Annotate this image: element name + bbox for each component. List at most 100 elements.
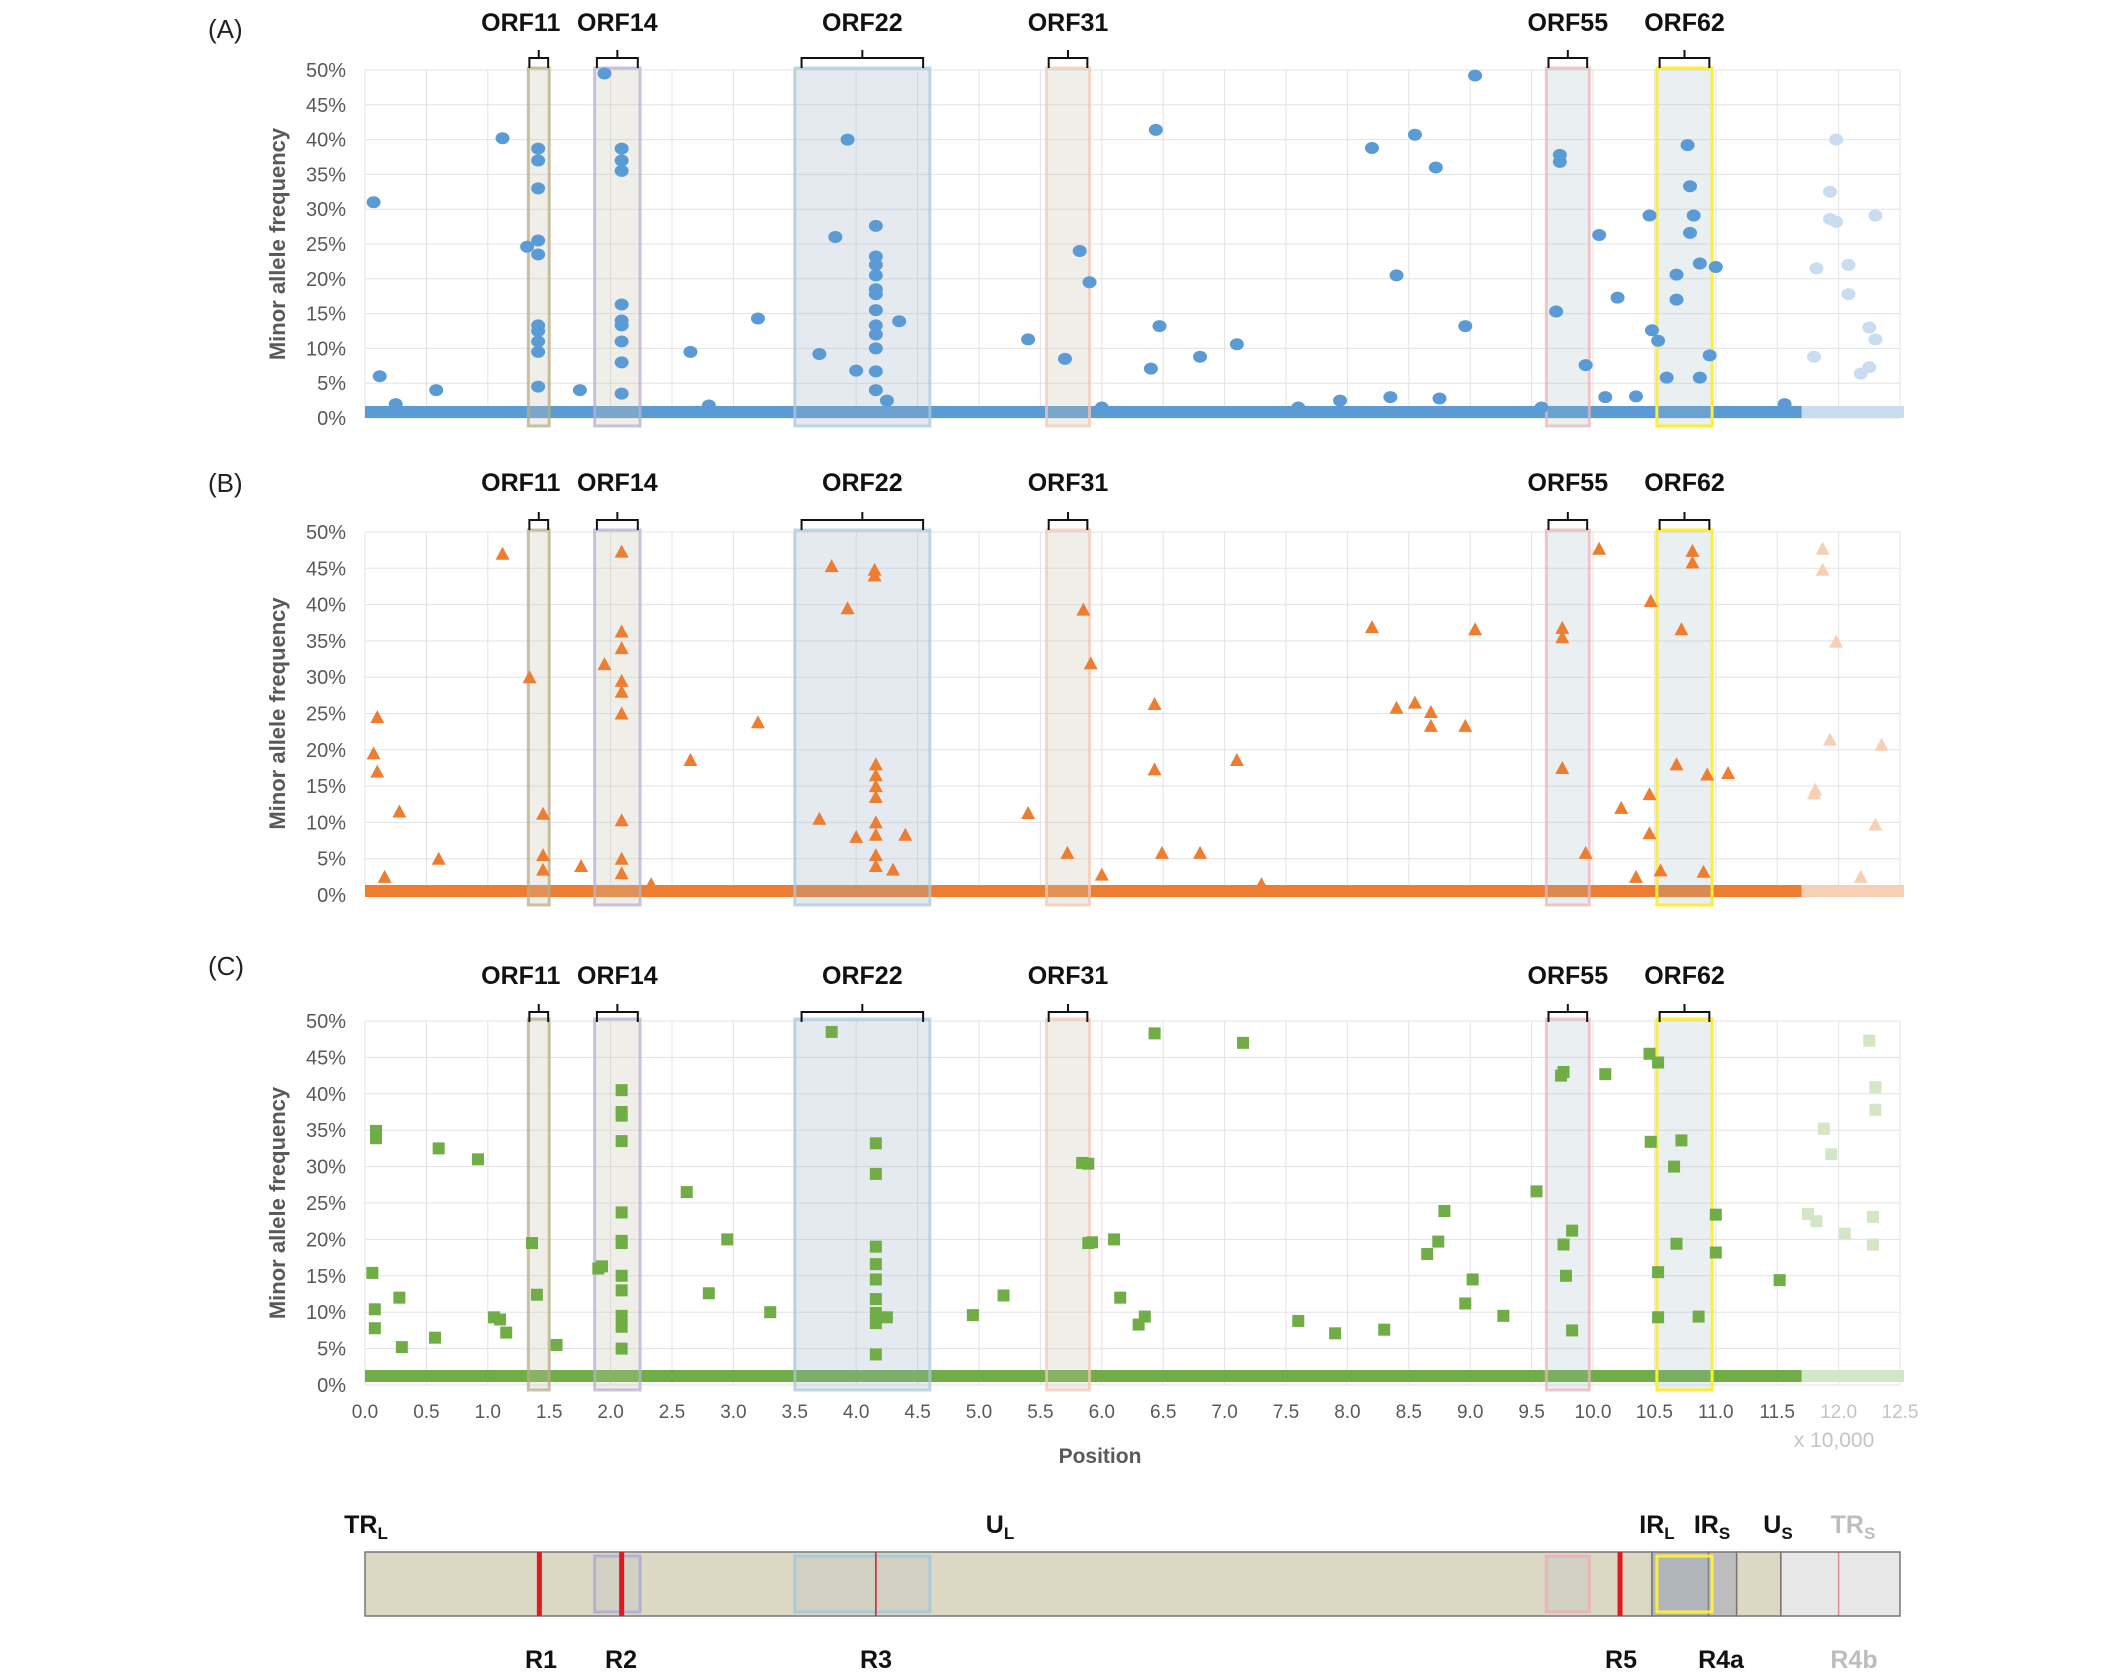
data-point: [1692, 1310, 1705, 1323]
data-point: [1458, 320, 1473, 333]
y-tick-label: 15%: [306, 776, 346, 798]
data-point: [1863, 1034, 1876, 1047]
orf-label: ORF62: [1644, 962, 1725, 990]
data-point: [1815, 562, 1830, 576]
data-point: [1696, 864, 1711, 878]
data-point: [868, 258, 883, 271]
genome-map: TRL UL IRL IRS US TRS R1 R2 R3 R5 R4a R4b: [344, 1511, 1901, 1674]
x-tick-label: 1.5: [536, 1402, 562, 1423]
y-tick-label: 20%: [306, 1229, 346, 1251]
x-tick-label: 7.0: [1211, 1402, 1237, 1423]
data-point: [366, 196, 381, 209]
low-frequency-baseline: [365, 1370, 1802, 1382]
data-point: [1432, 1235, 1445, 1248]
data-point: [615, 1084, 628, 1097]
x-tick-label: 10.5: [1636, 1402, 1673, 1423]
y-axis-title: Minor allele frequency: [265, 1086, 290, 1319]
orf-label: ORF55: [1528, 9, 1609, 37]
orf-bracket: [1047, 1004, 1089, 1022]
region-label-bottom: R1: [525, 1646, 557, 1674]
data-point: [1823, 185, 1838, 198]
data-point: [531, 142, 546, 155]
data-point: [1423, 705, 1438, 719]
data-point: [1702, 349, 1717, 362]
data-point: [370, 1132, 383, 1145]
data-point: [1823, 732, 1838, 746]
data-point: [840, 601, 855, 615]
data-point: [1680, 139, 1695, 152]
data-point: [1459, 1297, 1472, 1310]
data-point: [615, 1269, 628, 1282]
panel-label-b: (B): [208, 468, 243, 498]
data-point: [614, 544, 629, 558]
data-point: [1057, 352, 1072, 365]
data-point: [615, 1237, 628, 1250]
data-point: [1147, 697, 1162, 711]
orf-label: ORF11: [481, 962, 560, 990]
orf-bracket: [595, 512, 639, 530]
data-point: [702, 1287, 715, 1300]
data-point: [1292, 1314, 1305, 1327]
orf-bracket: [595, 1004, 639, 1022]
orf-bracket: [1047, 512, 1089, 530]
data-point: [1841, 258, 1856, 271]
data-point: [828, 231, 843, 244]
data-point: [526, 1237, 539, 1250]
data-point: [868, 304, 883, 317]
data-point: [1383, 391, 1398, 404]
data-point: [880, 1311, 893, 1324]
data-point: [531, 182, 546, 195]
orf-label: ORF11: [481, 9, 560, 37]
data-point: [680, 1186, 693, 1199]
orf-highlight-orf11: [526, 1017, 551, 1392]
data-point: [1642, 787, 1657, 801]
data-point: [1193, 845, 1208, 859]
data-point: [1291, 401, 1306, 414]
data-point: [429, 384, 444, 397]
y-tick-label: 10%: [306, 1302, 346, 1324]
data-point: [614, 813, 629, 827]
data-point: [849, 364, 864, 377]
x-tick-label: 1.0: [475, 1402, 501, 1423]
orf-label: ORF62: [1644, 9, 1725, 37]
genome-segment: [364, 1551, 1653, 1617]
x-tick-label: 8.5: [1396, 1402, 1422, 1423]
chart-panel-c: 0% 5% 10% 15% 20% 25% 30% 35% 40% 45% 50% Minor all…: [265, 962, 1918, 1423]
orf-label: ORF55: [1528, 469, 1609, 497]
data-point: [1094, 867, 1109, 881]
data-point: [614, 851, 629, 865]
data-point: [393, 1291, 406, 1304]
y-tick-label: 40%: [306, 595, 346, 617]
data-point: [868, 269, 883, 282]
data-point: [1421, 1247, 1434, 1260]
data-point: [495, 546, 510, 560]
data-point: [750, 715, 765, 729]
x-tick-label: 7.5: [1273, 1402, 1299, 1423]
data-point: [1237, 1036, 1250, 1049]
data-point: [1555, 630, 1570, 644]
orf-label: ORF14: [577, 962, 658, 990]
data-point: [1021, 333, 1036, 346]
orf-highlight-orf55: [1544, 528, 1591, 907]
data-point: [868, 384, 883, 397]
data-point: [1193, 350, 1208, 363]
data-point: [1773, 1274, 1786, 1287]
orf-highlight-orf22: [793, 1017, 932, 1392]
orf-highlight-orf31: [1045, 1017, 1092, 1392]
data-point: [1810, 1215, 1823, 1228]
y-tick-label: 15%: [306, 1266, 346, 1288]
data-point: [1708, 260, 1723, 273]
data-point: [550, 1338, 563, 1351]
data-point: [1628, 390, 1643, 403]
data-point: [471, 1153, 484, 1166]
orf-label: ORF31: [1028, 469, 1109, 497]
data-point: [1438, 1205, 1451, 1218]
region-label-top: TRL: [344, 1511, 388, 1543]
data-point: [1808, 782, 1823, 796]
x-tick-label: 6.5: [1150, 1402, 1176, 1423]
data-point: [1653, 863, 1668, 877]
data-point: [1060, 845, 1075, 859]
orf-label: ORF62: [1644, 469, 1725, 497]
data-point: [869, 1273, 882, 1286]
y-tick-label: 25%: [306, 1193, 346, 1215]
